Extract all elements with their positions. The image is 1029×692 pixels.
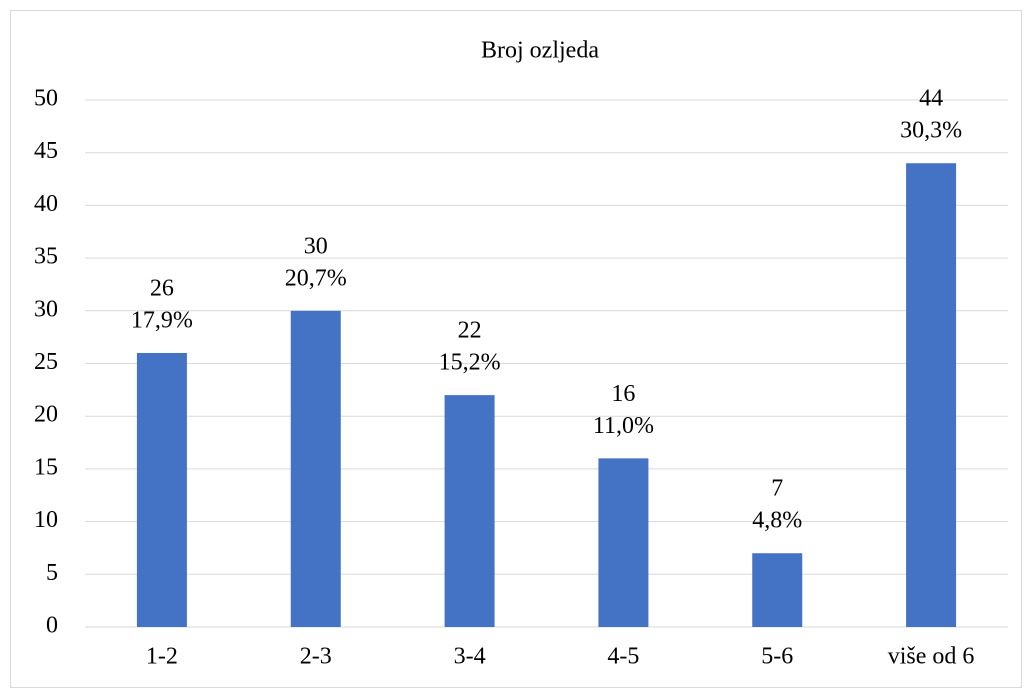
- share-label: 20,7%: [285, 265, 347, 291]
- bar: [598, 458, 649, 627]
- share-label: 15,2%: [439, 350, 501, 376]
- value-label: 44: [919, 86, 943, 112]
- share-label: 11,0%: [593, 413, 654, 439]
- y-tick-label: 10: [34, 507, 58, 533]
- y-tick-label: 35: [34, 244, 58, 270]
- y-tick-label: 50: [34, 86, 58, 112]
- bar: [752, 553, 803, 627]
- y-tick-label: 45: [34, 138, 58, 164]
- y-tick-label: 30: [34, 296, 58, 322]
- x-tick-label: više od 6: [888, 644, 975, 670]
- bar: [906, 163, 957, 628]
- share-label: 17,9%: [131, 307, 193, 333]
- y-tick-label: 25: [34, 349, 58, 375]
- bar: [444, 395, 495, 627]
- value-label: 22: [458, 318, 482, 344]
- share-label: 4,8%: [752, 508, 802, 534]
- value-label: 16: [611, 381, 635, 407]
- y-tick-label: 20: [34, 402, 58, 428]
- y-tick-label: 40: [34, 191, 58, 217]
- x-tick-label: 3-4: [454, 644, 486, 670]
- y-tick-label: 0: [46, 613, 58, 639]
- x-tick-label: 2-3: [300, 644, 332, 670]
- bar: [136, 352, 187, 627]
- share-label: 30,3%: [900, 118, 962, 144]
- value-label: 30: [304, 233, 328, 259]
- x-tick-label: 4-5: [607, 644, 639, 670]
- chart-title: Broj ozljeda: [481, 38, 599, 64]
- x-tick-label: 1-2: [146, 644, 178, 670]
- value-label: 26: [150, 275, 174, 301]
- bar: [290, 310, 341, 627]
- y-tick-label: 15: [34, 454, 58, 480]
- x-tick-label: 5-6: [761, 644, 793, 670]
- value-label: 7: [771, 476, 783, 502]
- y-tick-label: 5: [46, 560, 58, 586]
